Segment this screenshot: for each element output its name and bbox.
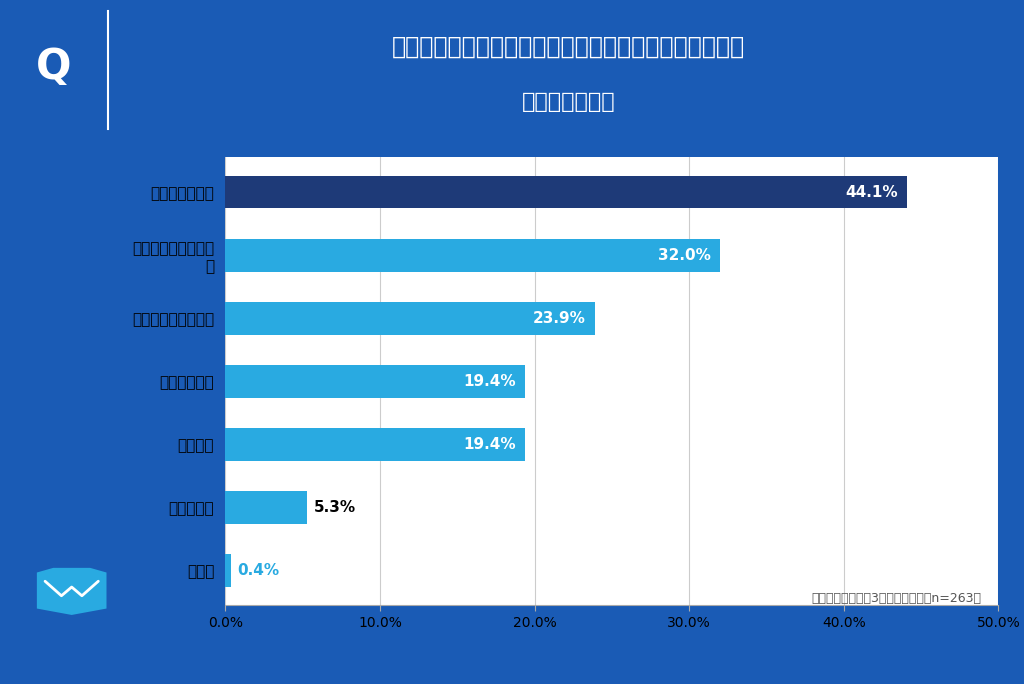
Bar	[225, 302, 595, 334]
Text: 0.4%: 0.4%	[238, 563, 280, 578]
PathPatch shape	[37, 568, 106, 615]
Bar	[225, 491, 307, 524]
Bar	[225, 554, 231, 587]
Bar	[225, 428, 525, 461]
Bar	[225, 176, 907, 209]
Text: 32.0%: 32.0%	[658, 248, 711, 263]
Text: じゅけラボ予備校: じゅけラボ予備校	[131, 583, 201, 598]
Text: 現在子どもが中刖3年生の保護者（n=263）: 現在子どもが中刖3年生の保護者（n=263）	[812, 592, 982, 605]
Text: 19.4%: 19.4%	[463, 437, 516, 452]
Text: 44.1%: 44.1%	[845, 185, 898, 200]
Text: 19.4%: 19.4%	[463, 374, 516, 389]
Bar	[225, 365, 525, 397]
Text: 志望校選びにおいて情報不足を感じる点はありますか？: 志望校選びにおいて情報不足を感じる点はありますか？	[392, 34, 744, 58]
Text: （複数選択可）: （複数選択可）	[521, 92, 615, 112]
Bar	[225, 239, 720, 272]
Text: 5.3%: 5.3%	[313, 500, 355, 515]
PathPatch shape	[29, 564, 115, 618]
Text: Q: Q	[36, 47, 71, 88]
Text: 23.9%: 23.9%	[532, 311, 586, 326]
